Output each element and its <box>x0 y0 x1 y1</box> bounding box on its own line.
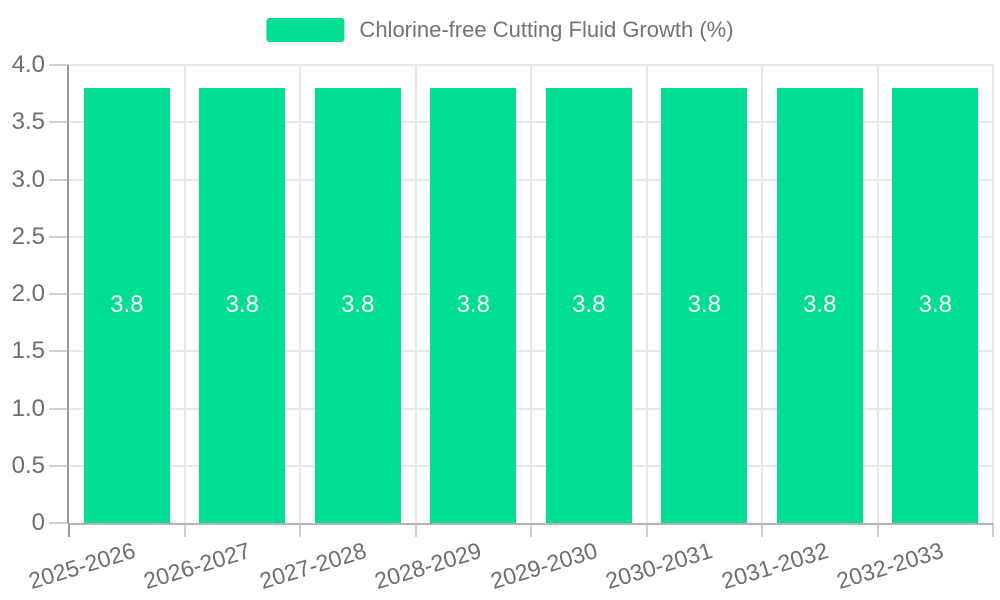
x-axis-tick-label: 2030-2031 <box>602 537 716 595</box>
bar <box>314 87 401 523</box>
bar-value-label: 3.8 <box>456 291 490 319</box>
x-axis-tick <box>299 523 301 537</box>
vertical-gridline <box>992 65 994 523</box>
y-axis-tick-label: 1.0 <box>11 394 45 422</box>
bar <box>430 87 517 523</box>
x-axis-tick <box>645 523 648 537</box>
bar-value-label: 3.8 <box>110 291 144 319</box>
x-axis-tick <box>68 523 70 537</box>
y-axis-tick <box>49 407 69 410</box>
y-axis-tick-label: 4.0 <box>11 51 45 78</box>
x-axis-tick <box>414 523 417 537</box>
y-axis-tick-label: 3.5 <box>11 108 45 136</box>
y-axis-tick <box>49 293 69 295</box>
x-axis-tick-label: 2025-2026 <box>25 537 139 595</box>
bar-value-label: 3.8 <box>341 291 375 319</box>
y-axis-tick-label: 2.5 <box>11 222 45 250</box>
bar-value-label: 3.8 <box>803 291 837 319</box>
x-axis-tick <box>530 523 532 537</box>
vertical-gridline <box>530 65 532 523</box>
y-axis-tick-label: 1.5 <box>11 337 45 365</box>
bar <box>545 87 632 523</box>
x-axis-tick <box>876 523 879 537</box>
bar-value-label: 3.8 <box>572 291 606 319</box>
vertical-gridline <box>414 65 417 523</box>
x-axis-tick-label: 2031-2032 <box>718 537 832 595</box>
bar <box>892 87 979 523</box>
vertical-gridline <box>645 65 648 523</box>
bar <box>83 87 170 523</box>
x-axis-line <box>69 523 993 525</box>
x-axis-tick <box>183 523 186 537</box>
bar <box>199 87 286 523</box>
y-axis-tick-label: 0 <box>31 509 45 536</box>
y-axis-tick <box>49 350 69 353</box>
x-axis-tick-label: 2029-2030 <box>487 537 601 595</box>
y-axis-tick-label: 2.0 <box>11 280 45 307</box>
legend-label: Chlorine-free Cutting Fluid Growth (%) <box>359 17 734 42</box>
legend-swatch <box>266 18 345 42</box>
y-axis-tick <box>49 522 69 524</box>
bar-value-label: 3.8 <box>918 291 952 319</box>
x-axis-tick-label: 2028-2029 <box>371 537 485 595</box>
x-axis-tick <box>992 523 994 537</box>
vertical-gridline <box>876 65 879 523</box>
x-axis-tick-label: 2026-2027 <box>140 537 254 595</box>
bar-value-label: 3.8 <box>225 291 259 319</box>
y-axis-tick-label: 0.5 <box>11 451 45 479</box>
x-axis-tick-label: 2027-2028 <box>256 537 370 595</box>
y-axis-tick <box>49 121 69 124</box>
vertical-gridline <box>183 65 186 523</box>
y-axis-tick <box>49 178 69 181</box>
x-axis-tick-label: 2032-2033 <box>833 537 947 595</box>
bar <box>776 87 863 523</box>
y-axis-tick-label: 3.0 <box>11 165 45 193</box>
bar <box>661 87 748 523</box>
y-axis-tick <box>49 464 69 467</box>
y-axis-tick <box>49 235 69 238</box>
y-axis-tick <box>49 64 69 66</box>
x-axis-tick <box>761 523 763 537</box>
bar-value-label: 3.8 <box>687 291 721 319</box>
legend-item[interactable]: Chlorine-free Cutting Fluid Growth (%) <box>266 17 734 43</box>
y-axis-line <box>67 65 69 523</box>
vertical-gridline <box>761 65 763 523</box>
vertical-gridline <box>299 65 301 523</box>
